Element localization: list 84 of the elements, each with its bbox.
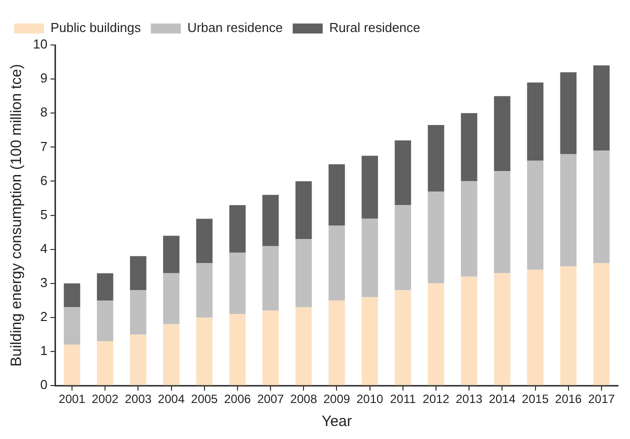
bar (96, 273, 114, 300)
bar (295, 181, 312, 240)
y-tick-label: 0 (40, 377, 48, 392)
x-tick-label: 2001 (58, 392, 86, 406)
x-tick-label: 2005 (191, 392, 218, 406)
bar (460, 113, 478, 182)
x-tick-label: 2011 (390, 392, 416, 406)
bar (163, 236, 180, 274)
bar (460, 181, 478, 277)
bar (163, 273, 180, 324)
bar (460, 276, 478, 386)
bar (394, 205, 412, 290)
x-axis-title: Year (322, 413, 352, 430)
legend-label: Rural residence (329, 20, 420, 36)
bar (362, 297, 378, 386)
bar (130, 256, 146, 290)
x-tick-label: 2010 (356, 392, 384, 406)
bar (560, 154, 577, 266)
y-tick-label: 1 (40, 343, 48, 358)
bar (196, 218, 213, 263)
x-tick-label: 2015 (522, 392, 549, 406)
bar (295, 239, 312, 308)
x-tick-label: 2002 (92, 392, 119, 406)
bar (428, 191, 444, 284)
x-tick-label: 2013 (456, 392, 483, 406)
bar (527, 270, 544, 386)
bar (163, 324, 180, 386)
y-tick-label: 7 (40, 138, 48, 154)
bar (229, 314, 246, 386)
bar (262, 194, 279, 246)
y-tick-label: 10 (32, 36, 48, 52)
y-axis-title: Building energy consumption (100 million tce) (8, 64, 26, 367)
x-tick-label: 2007 (257, 392, 284, 406)
bar (130, 290, 146, 335)
x-tick-label: 2004 (158, 392, 185, 406)
bar (328, 226, 345, 300)
bar (428, 283, 444, 386)
bar (593, 262, 610, 386)
bar (196, 262, 213, 318)
x-tick-label: 2008 (290, 392, 318, 406)
x-tick-label: 2017 (588, 392, 616, 406)
y-tick-label: 3 (40, 275, 48, 290)
bar (394, 290, 412, 386)
x-tick-label: 2016 (555, 392, 582, 406)
bar (262, 310, 279, 386)
bar (560, 72, 577, 154)
bar (64, 344, 80, 386)
x-tick-label: 2006 (224, 392, 252, 406)
x-tick-label: 2009 (323, 392, 350, 406)
bar (428, 125, 444, 192)
bar (394, 140, 412, 206)
bar (328, 300, 345, 386)
bar (593, 65, 610, 151)
bar (494, 171, 510, 274)
bar (196, 317, 213, 386)
y-tick-label: 4 (40, 240, 48, 256)
bar (96, 300, 114, 342)
bar (64, 283, 80, 308)
x-tick-label: 2003 (124, 392, 152, 406)
bar (328, 164, 345, 226)
y-tick-label: 2 (40, 309, 48, 324)
x-tick-label: 2012 (422, 392, 450, 406)
bar (593, 150, 610, 263)
legend-label: Urban residence (187, 20, 283, 36)
y-tick-label: 8 (40, 104, 48, 120)
bar (229, 252, 246, 314)
bar (295, 307, 312, 386)
bar (362, 218, 378, 298)
y-tick-label: 9 (40, 70, 48, 86)
bar (494, 273, 510, 386)
legend-label: Public buildings (50, 20, 142, 36)
bar (130, 334, 146, 386)
bar (229, 205, 246, 253)
bar (494, 96, 510, 172)
bar (362, 156, 378, 219)
bar (262, 246, 279, 311)
bar (527, 82, 544, 161)
bar (560, 266, 577, 386)
bar (64, 307, 80, 345)
y-tick-label: 5 (40, 206, 48, 222)
x-tick-label: 2014 (488, 392, 516, 406)
y-tick-label: 6 (40, 172, 48, 188)
bar (527, 160, 544, 270)
bar (96, 341, 114, 386)
